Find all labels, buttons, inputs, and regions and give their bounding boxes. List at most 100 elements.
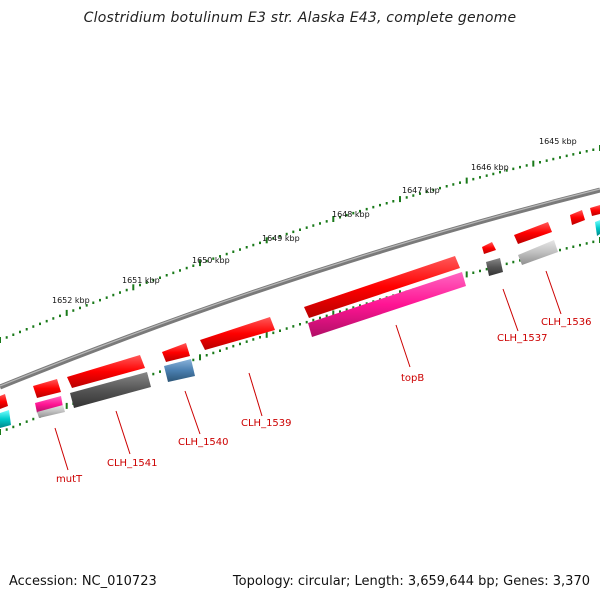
gene-CLH1540[interactable] [164,359,195,382]
outer-scale-tick [0,337,1,343]
outer-scale-tick [105,296,108,299]
inner-scale-tick [479,269,481,273]
inner-scale-tick [352,306,355,309]
inner-scale-tick [65,402,68,409]
outer-scale-tick [132,284,135,291]
gene-label-topB: topB [401,373,424,384]
gene-CLH1541[interactable] [70,372,151,408]
outer-scale-tick [419,192,421,195]
gene-mutT-pink[interactable] [35,396,63,413]
inner-scale-tick [152,372,155,376]
gene-topB[interactable] [308,272,466,337]
outer-scale-tick [185,266,188,270]
outer-scale-tick [285,232,288,236]
gene-cds-CLH1540[interactable] [162,343,190,362]
outer-scale-tick [379,203,381,207]
outer-scale-tick [339,216,341,219]
outer-scale-tick [279,235,281,238]
outer-scale-tick [145,281,148,284]
inner-scale-tick [239,342,241,346]
genome-summary-text: Topology: circular; Length: 3,659,644 bp… [232,574,590,589]
inner-scale-tick [359,304,361,307]
outer-scale-tick [232,250,235,253]
inner-scale-tick [0,429,1,435]
gene-CLH1536[interactable] [518,240,558,265]
outer-scale-tick [65,309,68,316]
inner-scale-tick [12,425,15,429]
outer-scale-tick [585,150,588,153]
outer-scale-tick [472,177,475,181]
gene-cds-left[interactable] [0,394,8,409]
outer-scale-tick [159,276,161,279]
outer-scale-tick [525,164,528,167]
gene-cds-CLH1539[interactable] [200,317,275,350]
outer-scale-tick [19,330,21,334]
inner-scale-tick [279,329,281,332]
gene-cds-CLH1541[interactable] [67,355,145,388]
inner-scale-tick [505,262,508,266]
leader-mutT [54,427,69,471]
outer-scale-tick [572,153,575,156]
inner-scale-tick [572,245,575,248]
outer-scale-tick [219,255,221,258]
inner-scale-tick [272,331,275,335]
inner-scale-tick [199,354,201,361]
outer-scale-tick [32,325,35,328]
inner-scale-tick [192,358,195,362]
inner-scale-tick [299,323,301,326]
outer-scale-tick [225,252,228,256]
inner-scale-tick [285,327,288,330]
outer-scale-tick [345,213,348,217]
label-leader-lines [54,270,562,471]
outer-scale-tick [392,200,395,203]
outer-scale-tick [492,172,495,176]
inner-scale-tick [559,248,561,252]
inner-scale-tick [259,336,261,339]
kbp-label-1646: 1646 kbp [471,163,509,172]
outer-scale-tick [539,161,541,164]
outer-scale-tick [119,291,121,294]
gene-cyan-right[interactable] [595,220,600,236]
gene-cyan-left[interactable] [0,410,11,428]
outer-scale-tick [139,283,141,287]
outer-scale-ticks [0,145,600,343]
outer-scale-tick [485,174,488,177]
gene-cds-1[interactable] [590,205,600,216]
outer-scale-tick [179,269,181,272]
inner-scale-tick [332,310,335,317]
outer-scale-tick [479,176,481,179]
outer-scale-tick [499,170,501,174]
leader-CLH1537 [502,288,519,332]
inner-scale-tick [519,259,521,262]
outer-scale-tick [172,271,175,275]
outer-scale-tick [45,319,48,323]
outer-scale-tick [265,237,268,244]
map-title: Clostridium botulinum E3 str. Alaska E43… [83,10,517,26]
inner-scale-tick [319,316,321,320]
outer-scale-tick [305,226,308,229]
gene-CLH1537[interactable] [486,258,503,276]
outer-scale-tick [272,237,275,240]
inner-scale-tick [305,320,308,324]
gene-cds-mutT[interactable] [33,379,61,398]
kbp-label-1648: 1648 kbp [332,210,370,219]
outer-scale-tick [559,156,561,159]
cds-track [0,205,600,409]
outer-scale-tick [39,322,41,326]
outer-scale-tick [85,304,88,307]
outer-scale-tick [365,207,368,211]
inner-scale-tick [159,370,161,373]
outer-scale-tick [465,177,468,184]
outer-scale-tick [519,165,521,169]
gene-mutT-light[interactable] [37,405,65,418]
outer-scale-tick [205,259,208,263]
gene-cds-2[interactable] [570,210,585,225]
inner-scale-tick [339,310,341,313]
outer-scale-tick [192,264,195,267]
gene-cds-4[interactable] [482,242,496,254]
gene-cds-3[interactable] [514,222,552,244]
inner-scale-tick [245,340,248,343]
gene-cds-topB[interactable] [304,256,460,318]
outer-scale-tick [352,211,355,215]
outer-scale-tick [79,306,81,310]
